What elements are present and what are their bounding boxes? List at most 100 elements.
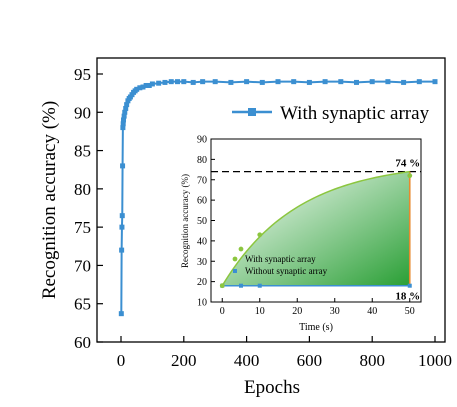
main-data-point xyxy=(140,84,146,90)
main-y-tick-label: 65 xyxy=(74,295,91,314)
inset-legend-marker-with xyxy=(232,256,238,262)
main-data-point xyxy=(322,79,328,85)
inset-with-point xyxy=(257,232,263,238)
main-data-point xyxy=(354,79,359,85)
inset-without-point xyxy=(239,283,243,288)
inset-y-tick-label: 90 xyxy=(197,135,207,146)
main-x-tick-label: 1000 xyxy=(418,351,452,370)
inset-legend-label-with: With synaptic array xyxy=(245,254,316,264)
inset-y-tick-label: 10 xyxy=(197,298,207,309)
main-data-point xyxy=(149,81,155,87)
main-x-axis-label: Epochs xyxy=(244,377,300,398)
main-data-point xyxy=(134,86,140,92)
main-data-point xyxy=(156,80,162,86)
inset-y-tick-label: 50 xyxy=(197,216,207,227)
main-data-point xyxy=(228,79,234,85)
main-data-point xyxy=(119,247,125,253)
inset-with-point xyxy=(238,246,244,252)
main-data-point xyxy=(120,121,126,127)
inset-y-tick-label: 70 xyxy=(197,175,207,186)
main-data-point xyxy=(244,79,250,85)
inset-top-annotation: 74 % xyxy=(395,158,420,170)
main-x-tick-label: 0 xyxy=(117,351,126,370)
inset-x-tick-label: 30 xyxy=(330,306,340,317)
inset-series-with-synaptic-array xyxy=(219,173,413,289)
inset-legend: With synaptic array Without synaptic arr… xyxy=(232,254,328,276)
main-legend-label: With synaptic array xyxy=(280,103,430,124)
main-y-tick-label: 60 xyxy=(74,333,91,352)
main-y-axis: 60 65 70 75 80 85 90 95 xyxy=(74,65,103,352)
main-data-point xyxy=(291,79,297,85)
inset-x-tick-label: 0 xyxy=(220,306,225,317)
inset-x-tick-label: 10 xyxy=(255,306,265,317)
main-y-tick-label: 70 xyxy=(74,256,91,275)
main-y-tick-label: 80 xyxy=(74,180,91,199)
inset-y-axis: 10 20 30 40 50 60 70 80 90 xyxy=(197,135,215,309)
inset-without-point xyxy=(407,283,412,288)
inset-with-point xyxy=(407,173,413,179)
inset-x-tick-label: 50 xyxy=(405,306,415,317)
main-y-tick-label: 75 xyxy=(74,218,91,237)
main-x-tick-label: 400 xyxy=(234,351,260,370)
inset-y-tick-label: 80 xyxy=(197,155,207,166)
main-data-point xyxy=(369,79,375,85)
inset-legend-marker-without xyxy=(233,269,237,273)
main-data-point xyxy=(168,79,174,85)
inset-y-axis-label: Recognition accuracy (%) xyxy=(180,174,190,268)
main-data-point xyxy=(124,102,130,108)
main-data-point xyxy=(338,79,344,85)
main-y-tick-label: 90 xyxy=(74,103,91,122)
main-data-point xyxy=(275,79,281,85)
inset-with-point xyxy=(219,283,225,289)
inset-x-axis-label: Time (s) xyxy=(299,322,333,333)
main-data-point xyxy=(123,105,129,111)
main-x-tick-label: 800 xyxy=(359,351,385,370)
inset-bottom-annotation: 18 % xyxy=(395,291,420,303)
inset-fit-curve xyxy=(221,170,410,287)
main-data-point xyxy=(146,82,152,88)
inset-x-axis: 0 10 20 30 40 50 xyxy=(220,298,415,317)
main-data-point xyxy=(385,79,391,85)
main-data-point xyxy=(120,163,126,169)
main-data-point xyxy=(137,85,143,91)
main-x-tick-label: 600 xyxy=(297,351,323,370)
main-data-point xyxy=(306,79,312,85)
inset-x-tick-label: 20 xyxy=(292,306,302,317)
main-y-tick-label: 85 xyxy=(74,142,91,161)
main-data-point xyxy=(120,125,126,131)
inset-fit-area xyxy=(222,171,410,286)
inset-y-tick-label: 60 xyxy=(197,196,207,207)
main-series-with-synaptic-array xyxy=(118,79,438,317)
inset-y-tick-label: 20 xyxy=(197,277,207,288)
main-data-point xyxy=(432,79,438,85)
main-data-point xyxy=(121,117,127,123)
main-data-point xyxy=(181,79,187,85)
main-x-tick-label: 200 xyxy=(171,351,197,370)
main-data-point xyxy=(122,109,128,115)
main-y-tick-label: 95 xyxy=(74,65,91,84)
main-data-point xyxy=(200,79,206,85)
main-data-point xyxy=(143,82,149,88)
main-data-point xyxy=(162,79,168,85)
inset-x-tick-label: 40 xyxy=(367,306,377,317)
inset-without-point xyxy=(257,283,262,288)
main-legend-marker xyxy=(248,108,256,116)
main-data-point xyxy=(119,213,125,219)
main-x-axis: 0 200 400 600 800 1000 xyxy=(117,336,452,370)
main-data-point xyxy=(175,79,181,85)
main-data-point xyxy=(259,79,265,85)
main-plot-frame xyxy=(96,57,446,343)
main-data-point xyxy=(416,79,422,85)
inset-legend-label-without: Without synaptic array xyxy=(245,266,328,276)
main-data-point xyxy=(190,79,196,85)
main-data-point xyxy=(118,311,124,317)
inset-y-tick-label: 40 xyxy=(197,236,207,247)
main-data-point xyxy=(121,113,127,119)
main-data-point xyxy=(401,79,407,85)
inset-y-tick-label: 30 xyxy=(197,257,207,268)
main-data-point xyxy=(119,224,125,230)
main-legend: With synaptic array xyxy=(232,103,430,124)
